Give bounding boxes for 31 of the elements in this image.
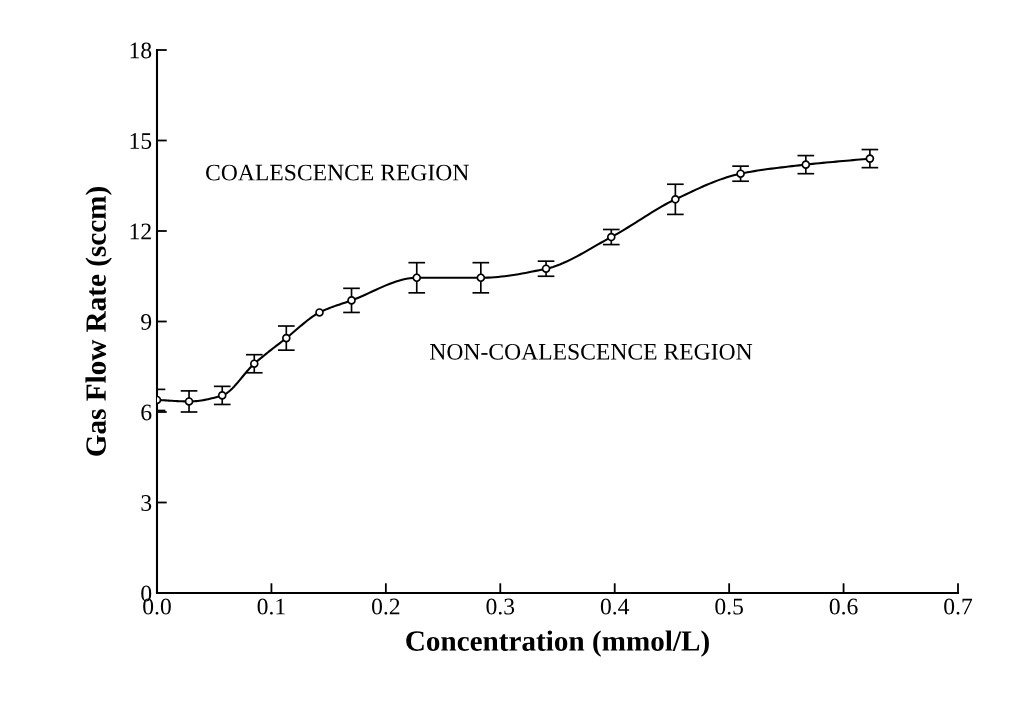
point [249, 359, 259, 369]
point [736, 169, 745, 178]
point [412, 273, 422, 283]
point [315, 308, 324, 317]
y-tick-label: 12 [130, 223, 151, 240]
x-tick-label: 0.5 [715, 598, 743, 615]
y-tick-label: 9 [141, 314, 152, 330]
annotation: COALESCENCE REGION [206, 164, 469, 181]
y-axis-title: Gas Flow Rate (sccm) [85, 187, 112, 456]
point [184, 397, 194, 406]
point [865, 154, 875, 163]
point [801, 160, 811, 169]
x-tick-label: 0.2 [372, 598, 400, 615]
x-tick-label: 0.6 [829, 598, 858, 615]
x-tick-label: 0.7 [944, 598, 973, 615]
y-tick-label: 18 [130, 42, 152, 59]
point [281, 333, 291, 343]
x-tick-label: 0.3 [486, 598, 515, 615]
x-tick-label: 0.4 [600, 598, 630, 615]
point [476, 273, 486, 283]
y-tick-label: 3 [141, 495, 152, 511]
point [671, 195, 680, 204]
x-axis-title: Concentration (mmol/L) [406, 630, 709, 657]
point [541, 264, 551, 274]
y-tick-label: 6 [141, 404, 152, 421]
point [217, 391, 227, 400]
y-tick-label: 15 [130, 133, 152, 149]
annotation: NON-COALESCENCE REGION [430, 343, 753, 360]
x-tick-label: 0.1 [257, 598, 285, 615]
point [606, 232, 616, 242]
point [347, 296, 356, 305]
